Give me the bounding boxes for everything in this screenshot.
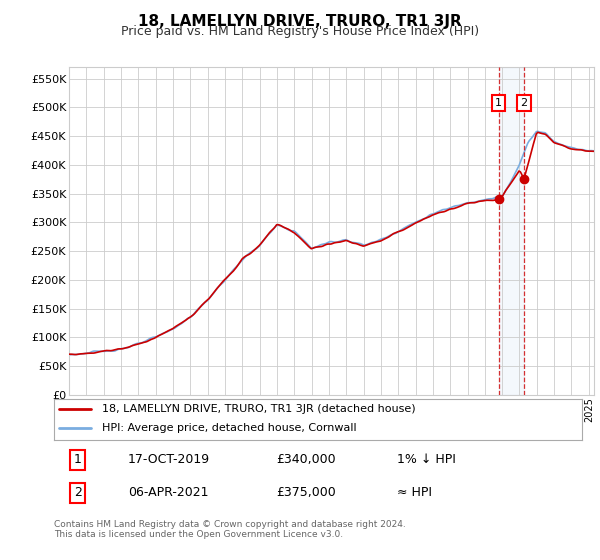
Text: 17-OCT-2019: 17-OCT-2019 [128, 454, 210, 466]
Text: HPI: Average price, detached house, Cornwall: HPI: Average price, detached house, Corn… [101, 423, 356, 433]
Text: £375,000: £375,000 [276, 486, 335, 500]
Text: 1: 1 [495, 98, 502, 108]
Text: ≈ HPI: ≈ HPI [397, 486, 432, 500]
Text: 2: 2 [520, 98, 527, 108]
Text: Contains HM Land Registry data © Crown copyright and database right 2024.
This d: Contains HM Land Registry data © Crown c… [54, 520, 406, 539]
Text: 1% ↓ HPI: 1% ↓ HPI [397, 454, 456, 466]
Text: 18, LAMELLYN DRIVE, TRURO, TR1 3JR (detached house): 18, LAMELLYN DRIVE, TRURO, TR1 3JR (deta… [101, 404, 415, 414]
Text: 2: 2 [74, 486, 82, 500]
Text: 18, LAMELLYN DRIVE, TRURO, TR1 3JR: 18, LAMELLYN DRIVE, TRURO, TR1 3JR [138, 14, 462, 29]
Text: 1: 1 [74, 454, 82, 466]
Bar [499, 67, 524, 395]
Text: Price paid vs. HM Land Registry's House Price Index (HPI): Price paid vs. HM Land Registry's House … [121, 25, 479, 38]
Text: 06-APR-2021: 06-APR-2021 [128, 486, 208, 500]
Text: £340,000: £340,000 [276, 454, 335, 466]
